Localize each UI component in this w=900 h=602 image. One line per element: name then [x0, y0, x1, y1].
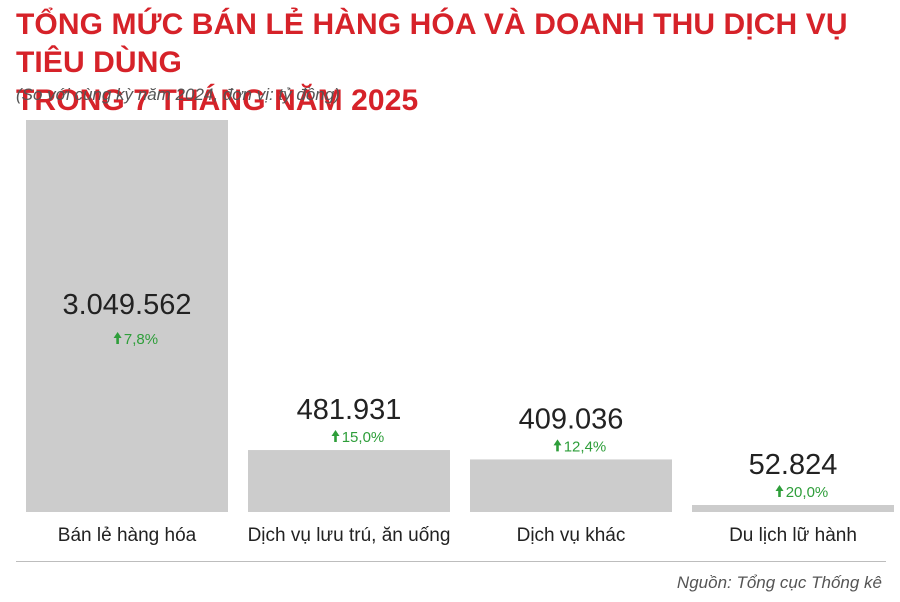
bar-1 [26, 120, 228, 512]
bar-chart: 3.049.562 7,8% Bán lẻ hàng hóa 481.931 15,0%… [26, 120, 894, 546]
arrow-up-icon [553, 439, 562, 452]
bar-2 [248, 450, 450, 512]
data-label-growth: 7,8% [124, 331, 158, 348]
chart-title-line-1: TỔNG MỨC BÁN LẺ HÀNG HÓA VÀ DOANH THU DỊ… [16, 8, 848, 79]
arrow-up-icon [113, 332, 122, 345]
data-label-growth: 15,0% [342, 429, 385, 446]
data-label-value: 3.049.562 [62, 289, 191, 321]
source-note: Nguồn: Tổng cục Thống kê [676, 573, 882, 592]
chart-title-line-2: TRONG 7 THÁNG NĂM 2025 [16, 84, 419, 117]
bar-4 [692, 505, 894, 512]
arrow-up-icon [331, 430, 340, 443]
x-tick-label: Dịch vụ khác [517, 525, 626, 546]
bar-3 [470, 459, 672, 512]
data-label-growth: 20,0% [786, 484, 829, 501]
x-tick-label: Dịch vụ lưu trú, ăn uống [248, 525, 451, 546]
data-label-growth: 12,4% [564, 438, 607, 455]
data-label-value: 481.931 [297, 394, 402, 426]
x-tick-label: Du lịch lữ hành [729, 525, 857, 546]
footer-divider [16, 561, 886, 562]
chart-title: TỔNG MỨC BÁN LẺ HÀNG HÓA VÀ DOANH THU DỊ… [16, 6, 888, 120]
data-label-value: 409.036 [519, 403, 624, 435]
arrow-up-icon [775, 485, 784, 497]
chart-subtitle: (So với cùng kỳ năm 2024, đơn vị: tỷ đồn… [16, 85, 340, 104]
data-label-value: 52.824 [749, 449, 838, 481]
x-tick-label: Bán lẻ hàng hóa [58, 525, 197, 546]
